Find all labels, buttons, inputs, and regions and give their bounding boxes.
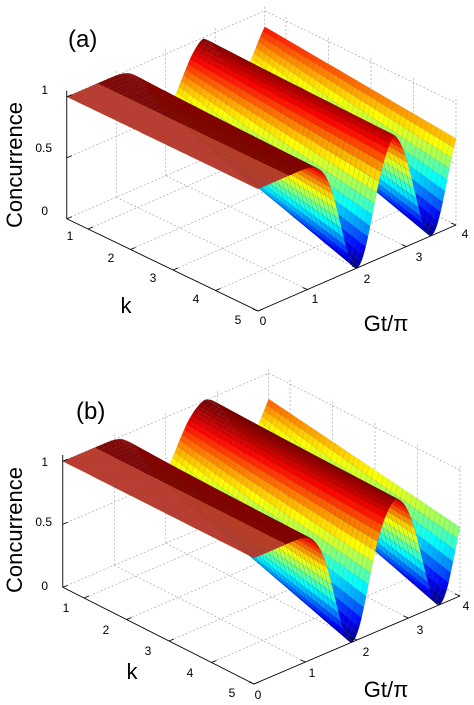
t-tick-mark: [302, 287, 308, 290]
k-tick-mark: [215, 288, 221, 291]
panel-a-label: (a): [68, 26, 97, 53]
grid-line: [215, 153, 407, 247]
panel-a-xtick: 4: [193, 292, 200, 306]
t-tick-mark: [401, 244, 407, 247]
panel-a-xtick: 3: [150, 271, 157, 285]
k-tick-mark: [87, 226, 94, 230]
panel-a-ytick: 2: [364, 272, 371, 286]
panel-a-xtick: 1: [67, 229, 74, 243]
panel-a-surface: [66, 26, 457, 269]
grid-line: [165, 175, 358, 269]
panel-a-ztick: 1: [41, 83, 48, 97]
panel-a-ytick: 1: [312, 292, 319, 306]
panel-a-ylabel: Gt/π: [364, 311, 409, 336]
k-axis: [66, 218, 259, 312]
grid-line: [114, 564, 306, 663]
k-tick-mark: [257, 308, 264, 312]
panel-a-ytick: 4: [462, 227, 469, 241]
grid-line: [116, 196, 308, 290]
panel-a-ytick: 3: [416, 250, 423, 264]
k-tick-mark: [130, 247, 136, 250]
t-tick-mark: [450, 222, 457, 226]
k-tick-mark: [172, 267, 179, 271]
panel-a-xtick: 5: [235, 313, 242, 327]
panel-a-xlabel: k: [121, 293, 133, 318]
panel-a-zlabel: Concurrence: [2, 102, 27, 228]
panel-a: (a) Concurrence k Gt/π 1 0.5 0 1 2 3 4 5…: [2, 4, 469, 336]
panel-a-ztick: 0: [41, 204, 48, 218]
panel-a-ztick: 0.5: [35, 141, 52, 155]
z-tick-mark: [66, 216, 72, 220]
panel-a-ytick: 0: [260, 314, 267, 328]
panel-b: (b) Concurrence k Gt/π 1 0.5 0 1 2 3 4 5…: [2, 366, 470, 702]
panel-a-xtick: 2: [108, 251, 115, 265]
grid-line: [264, 10, 457, 104]
z-tick-mark: [66, 155, 72, 159]
